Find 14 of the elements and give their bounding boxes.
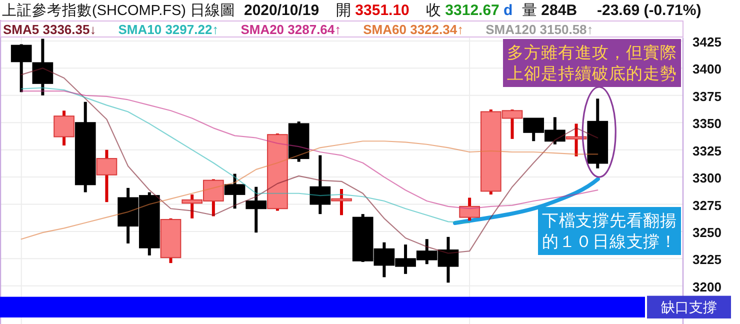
y-tick-label: 3250 [692, 224, 722, 240]
y-tick-label: 3225 [692, 252, 722, 268]
y-tick-label: 3275 [692, 198, 722, 213]
y-tick-label: 3300 [692, 170, 722, 186]
header: 上証參考指數(SHCOMP.FS) 日線圖 2020/10/19 開 3351.10 收 3312.67 d 量 284B -23.69 (-0.71%) [2, 2, 702, 19]
band-label: 缺口支撐 [661, 300, 717, 316]
legend-label: SMA120 3150.58↑ [486, 22, 594, 37]
y-tick-label: 3400 [692, 62, 722, 77]
y-tick-label: 3200 [692, 279, 722, 294]
y-tick-label: 3350 [692, 116, 722, 132]
y-tick-label: 3325 [692, 143, 722, 158]
legend: SMA5 3336.35↓ SMA10 3297.22↑ SMA20 3287.64↑ SMA60 3322.34↑ SMA120 3150.58↑ [0, 20, 684, 38]
y-tick-label: 3425 [692, 34, 722, 50]
y-tick-label: 3375 [692, 88, 722, 104]
